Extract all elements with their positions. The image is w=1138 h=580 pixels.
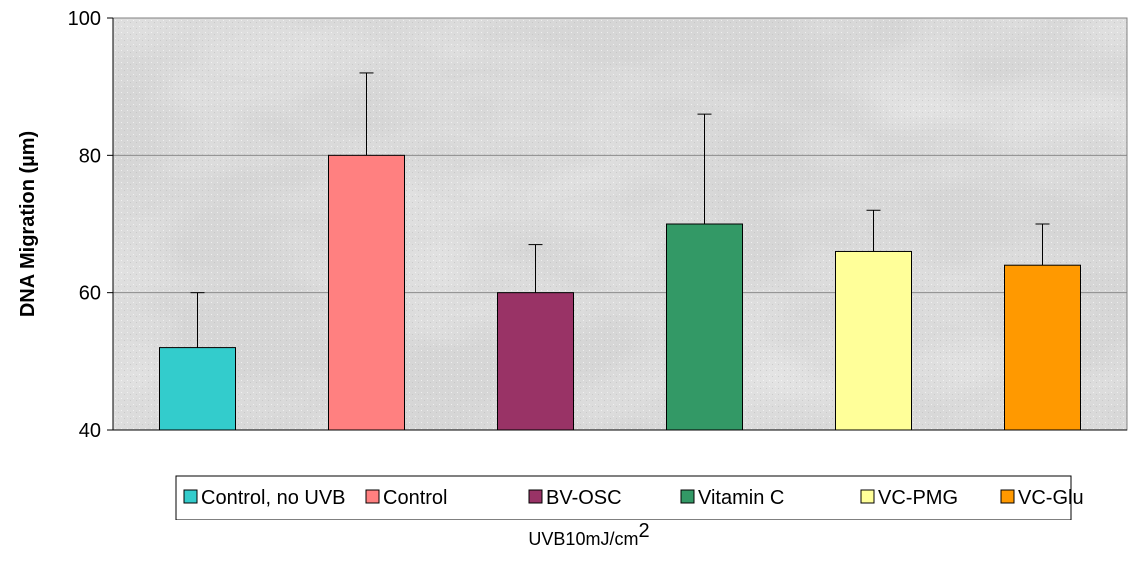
footnote-superscript: 2 bbox=[638, 520, 650, 542]
y-tick-label: 40 bbox=[79, 420, 101, 442]
y-axis-ticks: 40 60 80 100 bbox=[68, 8, 113, 442]
x-axis-footnote: UVB10mJ/cm2 bbox=[0, 520, 1138, 550]
bars bbox=[159, 154, 1081, 431]
y-axis-label: DNA Migration (µm) bbox=[17, 131, 39, 317]
bar-0 bbox=[159, 347, 236, 431]
legend: Control, no UVB Control BV-OSC Vitamin C VC-… bbox=[175, 475, 1084, 520]
legend-label-5: VC-Glu bbox=[1018, 487, 1084, 509]
legend-label-2: BV-OSC bbox=[546, 487, 622, 509]
bar-chart: 40 60 80 100 DNA Migration (µm) Control, no… bbox=[17, 8, 1128, 520]
legend-swatch-5 bbox=[1000, 489, 1015, 504]
legend-label-0: Control, no UVB bbox=[201, 487, 346, 509]
bar-1 bbox=[328, 154, 405, 431]
legend-swatch-3 bbox=[680, 489, 695, 504]
bar-5 bbox=[1004, 264, 1081, 431]
legend-swatch-2 bbox=[528, 489, 543, 504]
legend-label-1: Control bbox=[383, 487, 447, 509]
bar-4 bbox=[835, 250, 912, 431]
y-tick-label: 80 bbox=[79, 145, 101, 167]
footnote-text: UVB10mJ/cm bbox=[528, 529, 639, 549]
legend-label-4: VC-PMG bbox=[878, 487, 958, 509]
bar-3 bbox=[666, 223, 743, 431]
legend-swatch-1 bbox=[365, 489, 380, 504]
bar-2 bbox=[497, 292, 574, 431]
legend-swatch-0 bbox=[183, 489, 198, 504]
y-tick-label: 100 bbox=[68, 8, 101, 30]
legend-swatch-4 bbox=[860, 489, 875, 504]
legend-label-3: Vitamin C bbox=[698, 487, 784, 509]
legend-box bbox=[175, 475, 1072, 520]
plot-background bbox=[113, 18, 1127, 430]
y-tick-label: 60 bbox=[79, 283, 101, 305]
gridlines bbox=[113, 154, 1127, 294]
error-bars bbox=[190, 72, 1050, 348]
